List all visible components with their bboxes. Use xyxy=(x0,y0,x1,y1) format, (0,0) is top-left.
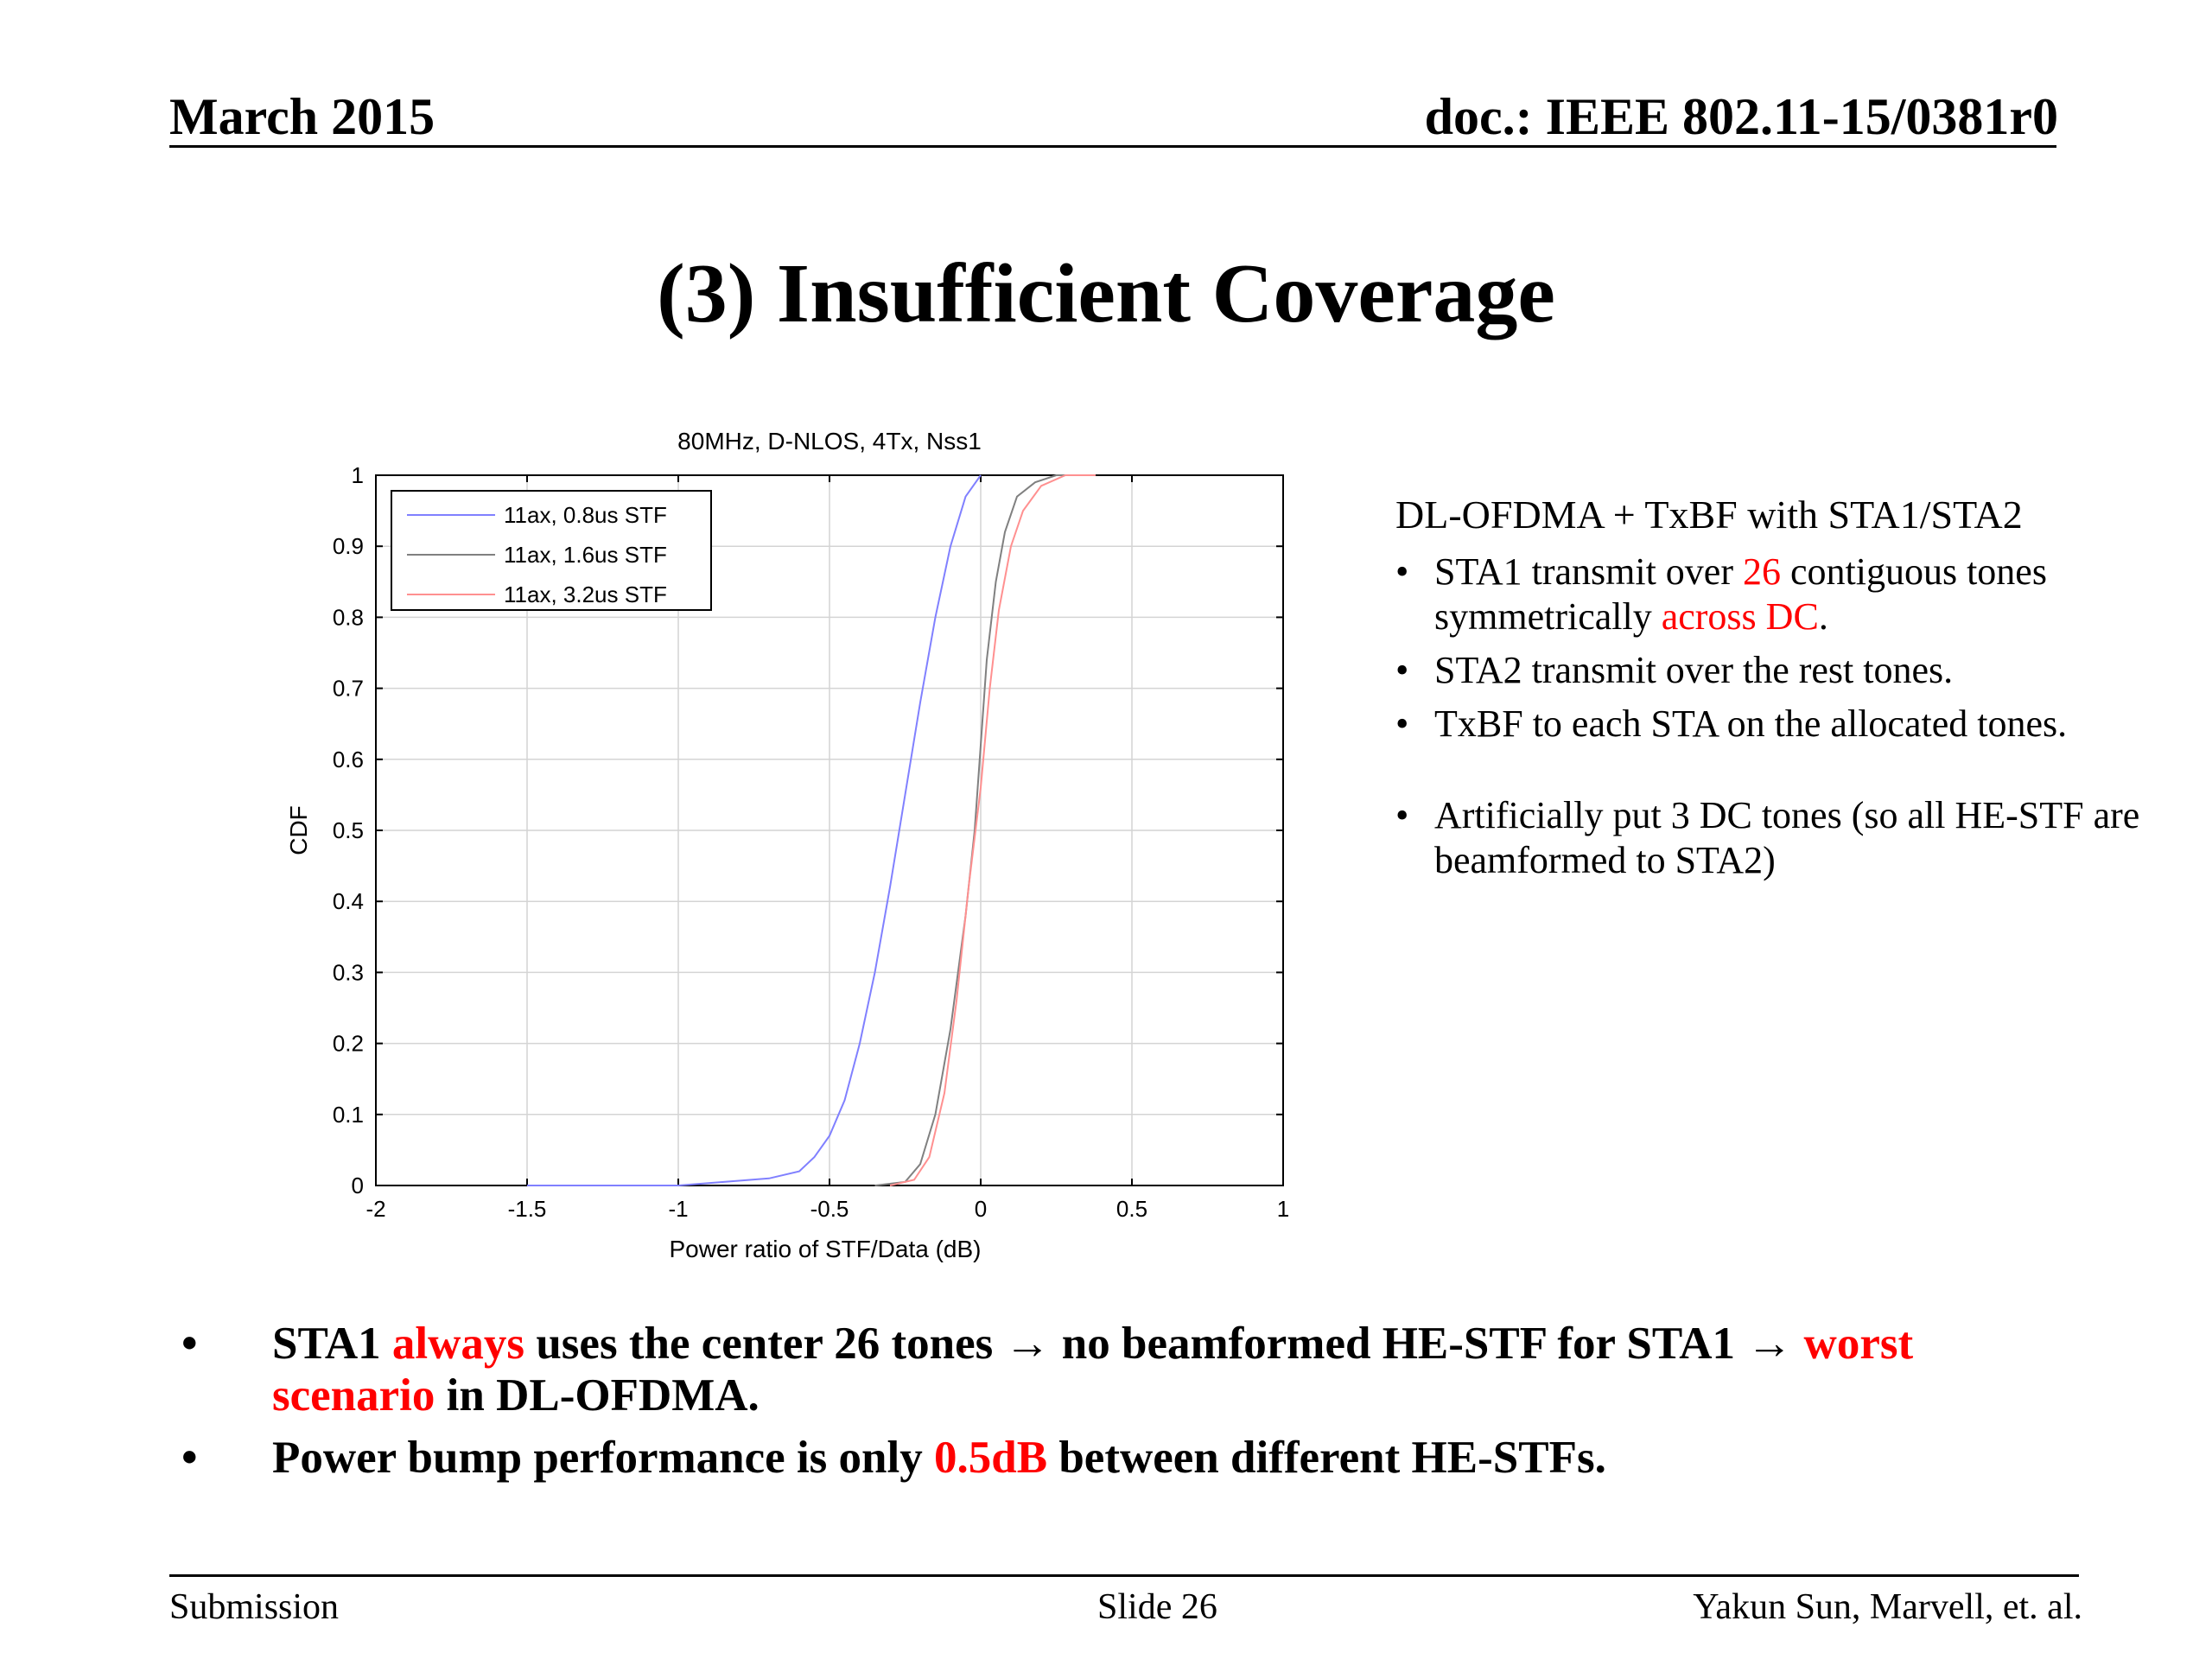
chart-title: 80MHz, D-NLOS, 4Tx, Nss1 xyxy=(677,428,982,454)
y-tick-label: 0.5 xyxy=(333,817,364,843)
x-tick-label: -2 xyxy=(365,1196,385,1222)
series-line xyxy=(874,474,1087,1186)
legend-label: 11ax, 3.2us STF xyxy=(504,582,667,607)
list-item: • STA1 always uses the center 26 tones →… xyxy=(181,1318,2082,1421)
highlight-text: 26 xyxy=(1742,550,1781,593)
y-tick-label: 0.7 xyxy=(333,676,364,702)
x-tick-label: 0 xyxy=(975,1196,987,1222)
chart-legend: 11ax, 0.8us STF 11ax, 1.6us STF 11ax, 3.2u… xyxy=(391,490,712,611)
header-divider xyxy=(169,145,2056,148)
x-axis-label: Power ratio of STF/Data (dB) xyxy=(669,1236,981,1262)
list-item: • Power bump performance is only 0.5dB b… xyxy=(181,1432,2082,1484)
bullet-mark: • xyxy=(181,1433,198,1483)
right-panel-extra-list: • Artificially put 3 DC tones (so all HE… xyxy=(1395,793,2190,883)
right-panel: DL-OFDMA + TxBF with STA1/STA2 • STA1 tr… xyxy=(1395,493,2190,892)
y-tick-label: 0.4 xyxy=(333,888,364,914)
highlight-text: worst scenario xyxy=(272,1319,1914,1421)
list-item-text: between different HE-STFs. xyxy=(1047,1433,1606,1483)
list-item: • TxBF to each STA on the allocated tone… xyxy=(1395,702,2190,747)
bullet-mark: • xyxy=(1395,550,1409,593)
right-panel-list: • STA1 transmit over 26 contiguous tones… xyxy=(1395,550,2190,747)
slide-title: (3) Insufficient Coverage xyxy=(657,247,1555,340)
conclusion-bullets: • STA1 always uses the center 26 tones →… xyxy=(181,1318,2082,1494)
series-line xyxy=(527,474,982,1186)
list-item-text: . xyxy=(1818,595,1828,638)
x-tick-label: 0.5 xyxy=(1116,1196,1147,1222)
highlight-text: across DC xyxy=(1661,595,1819,638)
header-doc-id: doc.: IEEE 802.11-15/0381r0 xyxy=(1424,88,2058,145)
x-tick-label: 1 xyxy=(1277,1196,1289,1222)
footer-divider xyxy=(169,1574,2079,1577)
y-tick-label: 0.8 xyxy=(333,604,364,630)
list-item-text: STA1 transmit over xyxy=(1434,550,1743,593)
list-item-text: TxBF to each STA on the allocated tones. xyxy=(1434,702,2068,745)
series-line xyxy=(889,474,1096,1186)
footer-authors: Yakun Sun, Marvell, et. al. xyxy=(1693,1587,2082,1627)
list-item: • STA1 transmit over 26 contiguous tones… xyxy=(1395,550,2190,639)
y-tick-label: 0.3 xyxy=(333,959,364,985)
bullet-mark: • xyxy=(1395,649,1409,691)
legend-box xyxy=(391,490,712,611)
list-item: • STA2 transmit over the rest tones. xyxy=(1395,648,2190,693)
list-item-text: STA2 transmit over the rest tones. xyxy=(1434,649,1954,691)
right-panel-heading: DL-OFDMA + TxBF with STA1/STA2 xyxy=(1395,493,2023,537)
list-item-text: Artificially put 3 DC tones (so all HE-S… xyxy=(1434,794,2140,881)
y-tick-label: 0.9 xyxy=(333,533,364,559)
x-tick-label: -0.5 xyxy=(810,1196,849,1222)
y-axis-label: CDF xyxy=(285,805,312,855)
y-tick-label: 0.2 xyxy=(333,1031,364,1057)
y-tick-label: 0 xyxy=(352,1173,364,1198)
list-item: • Artificially put 3 DC tones (so all HE… xyxy=(1395,793,2190,883)
bullet-mark: • xyxy=(1395,702,1409,745)
y-tick-label: 1 xyxy=(352,462,364,488)
list-item-text: Power bump performance is only xyxy=(272,1433,934,1483)
x-tick-label: -1 xyxy=(668,1196,688,1222)
x-tick-label: -1.5 xyxy=(508,1196,547,1222)
footer-slide-number: Slide 26 xyxy=(1097,1587,1217,1627)
list-item-text: contiguous tones symmetrically xyxy=(1434,550,2047,638)
legend-label: 11ax, 0.8us STF xyxy=(504,502,667,528)
y-tick-label: 0.6 xyxy=(333,747,364,772)
highlight-text: 0.5dB xyxy=(934,1433,1048,1483)
list-item-text: uses the center 26 tones → no beamformed… xyxy=(524,1319,1804,1369)
legend-label: 11ax, 1.6us STF xyxy=(504,542,667,568)
bullet-mark: • xyxy=(1395,794,1409,836)
y-tick-label: 0.1 xyxy=(333,1102,364,1128)
footer-submission: Submission xyxy=(169,1587,340,1627)
header-date: March 2015 xyxy=(169,88,435,145)
list-item-text: STA1 xyxy=(272,1319,392,1369)
highlight-text: always xyxy=(391,1319,525,1369)
list-item-text: in DL-OFDMA. xyxy=(435,1370,760,1421)
chart-ticks: -2 -1.5 -1 -0.5 0 0.5 1 0 0.1 0.2 0.3 0.4 0.5 0.6 0.7 0… xyxy=(333,462,1289,1222)
cdf-chart: 80MHz, D-NLOS, 4Tx, Nss1 -2 -1.5 -1 -0.5 0 0.… xyxy=(285,428,1289,1262)
bullet-mark: • xyxy=(181,1319,198,1369)
chart-series xyxy=(527,474,1096,1186)
